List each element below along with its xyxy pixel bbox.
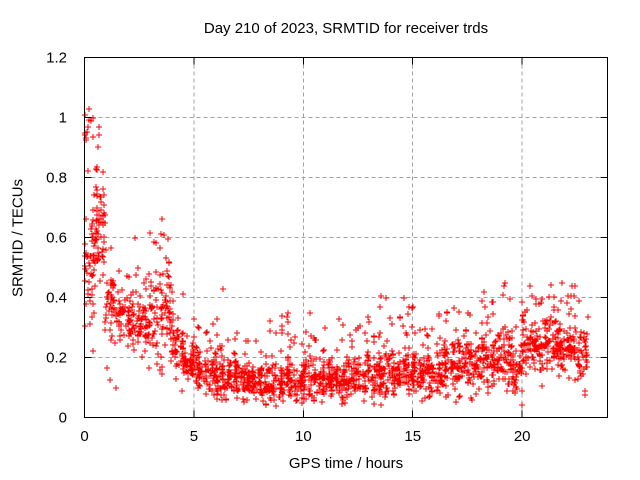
x-tick-labels: 0 5 10 15 20 (80, 428, 530, 445)
x-tick-label: 5 (190, 428, 198, 445)
y-axis-label: SRMTID / TECUs (9, 178, 27, 298)
y-tick-label: 0.8 (46, 170, 67, 187)
tick-marks (84, 57, 608, 418)
y-tick-label: 0.6 (46, 230, 67, 247)
y-tick-label: 0.2 (46, 350, 67, 367)
x-tick-label: 10 (295, 428, 312, 445)
x-tick-label: 15 (404, 428, 421, 445)
y-tick-labels: 0 0.2 0.4 0.6 0.8 1 1.2 (46, 50, 67, 427)
y-tick-label: 0 (59, 410, 67, 427)
chart-title: Day 210 of 2023, SRMTID for receiver trd… (203, 20, 489, 37)
x-tick-label: 0 (80, 428, 88, 445)
x-axis-label: GPS time / hours (288, 455, 404, 472)
y-tick-label: 0.4 (46, 290, 67, 307)
x-tick-label: 20 (514, 428, 531, 445)
y-tick-label: 1.2 (46, 50, 67, 67)
y-tick-label: 1 (59, 110, 67, 127)
scatter-points (82, 106, 591, 409)
